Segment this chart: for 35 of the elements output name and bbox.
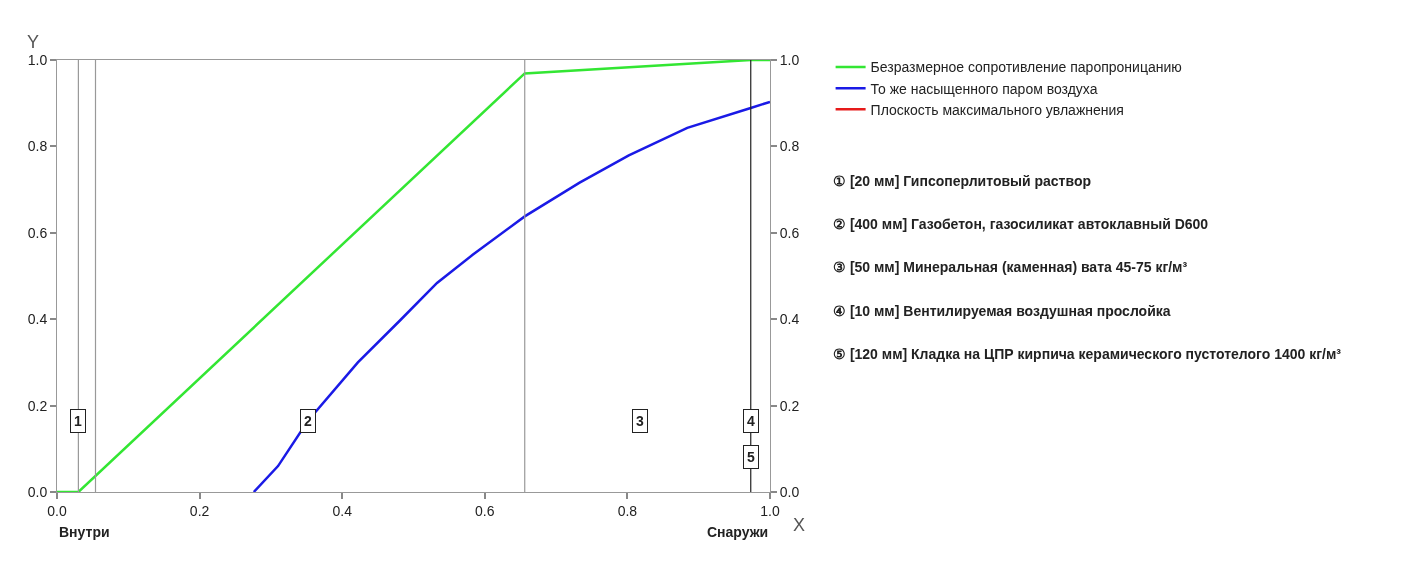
text: Внутри (59, 524, 110, 540)
line-series (252, 100, 770, 492)
legend-label: То же насыщенного паром воздуха (870, 80, 1098, 97)
x-tick-label: 0.2 (189, 502, 210, 519)
y-tick-label: 0.8 (27, 138, 48, 155)
y-tick-label: 0.0 (27, 483, 48, 500)
x-tick-label: 0.6 (475, 502, 495, 519)
annotation: 3 (636, 413, 644, 429)
y-tick-label: 0.4 (27, 311, 48, 328)
text: ⑤ [120 мм] Кладка на ЦПР кирпича керамического пустотелого 1400 кг/м³ (833, 346, 1342, 362)
text: ③ [50 мм] Минеральная (каменная) вата 45-75 кг/м³ (833, 259, 1188, 275)
text: ② [400 мм] Газобетон, газосиликат автоклавный D600 (833, 216, 1209, 232)
annotation: 4 (747, 413, 755, 429)
y2-tick-label: 0.8 (779, 138, 800, 155)
y-axis-title: Y (27, 32, 40, 52)
x-tick-label: 0.4 (332, 502, 353, 519)
y2-tick-label: 0.6 (779, 224, 800, 241)
annotation: 1 (74, 413, 82, 429)
y-tick-label: 0.2 (27, 397, 48, 414)
text: Снаружи (707, 524, 769, 540)
y-tick-label: 0.6 (27, 224, 48, 241)
x-tick-label: 0.8 (617, 502, 638, 519)
legend-label: Безразмерное сопротивление паропроницанию (870, 59, 1182, 76)
y2-tick-label: 1.0 (779, 51, 800, 68)
y-tick-label: 1.0 (27, 51, 48, 68)
annotation: 5 (747, 449, 755, 465)
y2-tick-label: 0.2 (779, 397, 800, 414)
y2-tick-label: 0.4 (779, 311, 800, 328)
text: ① [20 мм] Гипсоперлитовый раствор (833, 173, 1091, 189)
x-tick-label: 1.0 (760, 502, 780, 519)
x-tick-label: 0.0 (47, 502, 67, 519)
y2-tick-label: 0.0 (779, 483, 800, 500)
legend-label: Плоскость максимального увлажнения (870, 101, 1124, 118)
x-axis-title: X (793, 515, 806, 535)
text: ④ [10 мм] Вентилируемая воздушная прослойка (833, 303, 1171, 319)
